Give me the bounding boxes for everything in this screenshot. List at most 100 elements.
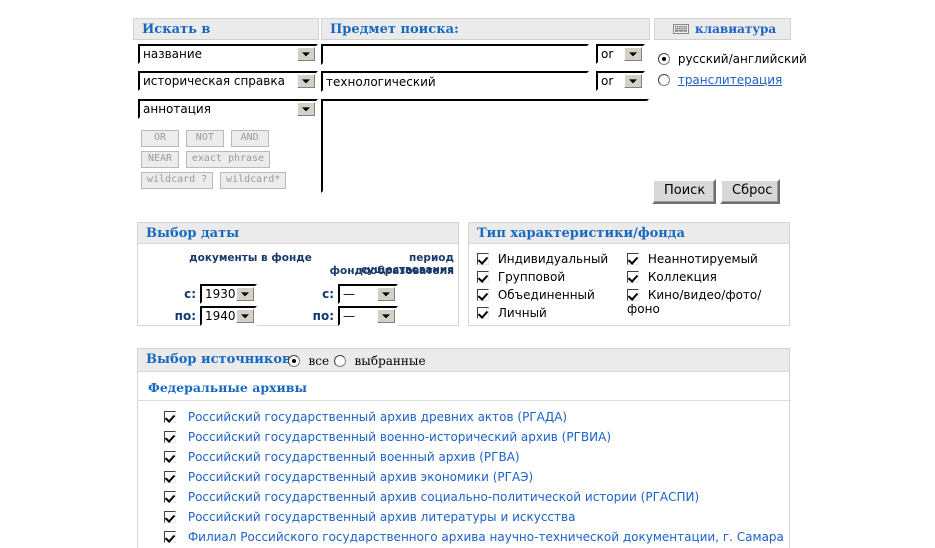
date-from-value-founder: — <box>343 287 355 301</box>
archive-item-7[interactable]: Филиал Российского государственного архи… <box>164 530 784 544</box>
chevron-down-icon[interactable] <box>297 102 315 116</box>
operator-button-near[interactable]: NEAR <box>141 151 179 168</box>
checkbox-unannotated[interactable] <box>627 253 639 265</box>
language-option-translit[interactable]: транслитерация <box>658 73 782 87</box>
operator-button-or[interactable]: OR <box>141 130 179 147</box>
operator-select-1[interactable]: or <box>596 44 645 64</box>
type-option-unannotated-label: Неаннотируемый <box>647 252 758 266</box>
archive-item-3[interactable]: Российский государственный военный архив… <box>164 450 520 464</box>
radio-russian-english[interactable] <box>658 53 670 65</box>
chevron-down-icon[interactable] <box>624 47 642 61</box>
date-group-2-to-label: по: <box>312 309 334 323</box>
date-group-2-caption-line1: период существования <box>360 252 454 276</box>
checkbox-individual[interactable] <box>477 253 489 265</box>
type-option-personal-label: Личный <box>497 306 547 320</box>
checkbox-collection[interactable] <box>627 271 639 283</box>
archive-item-2[interactable]: Российский государственный военно-истори… <box>164 430 611 444</box>
archive-item-3-label[interactable]: Российский государственный военный архив… <box>187 450 520 464</box>
field-select-3[interactable]: аннотация <box>138 99 318 119</box>
type-panel-title: Тип характеристики/фонда <box>469 223 789 244</box>
chevron-down-icon[interactable] <box>236 309 254 323</box>
scope-option-all[interactable]: все <box>288 354 329 369</box>
radio-scope-all[interactable] <box>288 355 300 367</box>
field-select-1[interactable]: название <box>138 44 318 64</box>
date-group-2-caption-line2: фондообразователя <box>329 265 454 277</box>
archive-item-7-label[interactable]: Филиал Российского государственного архи… <box>187 530 784 544</box>
date-group-2-from-label: с: <box>322 287 334 301</box>
checkbox-group[interactable] <box>477 271 489 283</box>
sources-panel-header: Выбор источников: все выбранные <box>138 349 789 372</box>
type-option-media[interactable]: Кино/видео/фото/фоно <box>627 288 789 316</box>
archive-item-4[interactable]: Российский государственный архив экономи… <box>164 470 533 484</box>
search-button[interactable]: Поиск <box>652 179 716 204</box>
scope-option-selected[interactable]: выбранные <box>334 354 426 369</box>
archive-item-6-label[interactable]: Российский государственный архив литерат… <box>187 510 576 524</box>
reset-button[interactable]: Сброс <box>720 179 780 204</box>
checkbox-archive-2[interactable] <box>164 431 176 443</box>
query-textarea-3[interactable] <box>321 99 649 193</box>
language-option-translit-label[interactable]: транслитерация <box>677 73 783 87</box>
type-option-individual[interactable]: Индивидуальный <box>477 252 608 266</box>
query-input-1[interactable] <box>321 44 589 65</box>
archive-item-5-label[interactable]: Российский государственный архив социаль… <box>187 490 700 504</box>
operator-select-1-value: or <box>601 47 614 61</box>
radio-translit[interactable] <box>658 74 670 86</box>
keyboard-link[interactable]: клавиатура <box>695 22 777 36</box>
archive-item-1[interactable]: Российский государственный архив древних… <box>164 410 567 424</box>
operator-button-not[interactable]: NOT <box>185 130 224 147</box>
chevron-down-icon[interactable] <box>377 287 395 301</box>
type-option-group-label: Групповой <box>497 270 566 284</box>
checkbox-archive-4[interactable] <box>164 471 176 483</box>
date-from-select-founder[interactable]: — <box>338 284 398 304</box>
chevron-down-icon[interactable] <box>624 74 642 88</box>
archive-item-4-label[interactable]: Российский государственный архив экономи… <box>187 470 534 484</box>
checkbox-archive-6[interactable] <box>164 511 176 523</box>
sources-group-title: Федеральные архивы <box>148 380 307 395</box>
date-from-value-documents: 1930 <box>205 287 236 301</box>
checkbox-archive-3[interactable] <box>164 451 176 463</box>
archive-item-1-label[interactable]: Российский государственный архив древних… <box>187 410 568 424</box>
type-option-united-label: Объединенный <box>497 288 595 302</box>
date-to-value-founder: — <box>343 309 355 323</box>
operator-button-wildcard-star[interactable]: wildcard* <box>220 172 287 189</box>
type-option-unannotated[interactable]: Неаннотируемый <box>627 252 758 266</box>
checkbox-archive-1[interactable] <box>164 411 176 423</box>
operator-select-2-value: or <box>601 74 614 88</box>
type-option-group[interactable]: Групповой <box>477 270 565 284</box>
type-option-personal[interactable]: Личный <box>477 306 547 320</box>
archive-item-6[interactable]: Российский государственный архив литерат… <box>164 510 575 524</box>
chevron-down-icon[interactable] <box>377 309 395 323</box>
chevron-down-icon[interactable] <box>297 74 315 88</box>
type-panel: Тип характеристики/фонда Индивидуальный … <box>468 222 790 326</box>
archive-item-2-label[interactable]: Российский государственный военно-истори… <box>187 430 612 444</box>
checkbox-united[interactable] <box>477 289 489 301</box>
radio-scope-selected[interactable] <box>334 355 346 367</box>
date-to-select-documents[interactable]: 1940 <box>200 306 257 326</box>
date-group-1-to-label: по: <box>174 309 196 323</box>
language-option-russian-english[interactable]: русский/английский <box>658 52 807 66</box>
type-option-collection[interactable]: Коллекция <box>627 270 717 284</box>
date-from-select-documents[interactable]: 1930 <box>200 284 257 304</box>
checkbox-personal[interactable] <box>477 307 489 319</box>
operator-button-and[interactable]: AND <box>230 130 269 147</box>
operator-button-exact-phrase[interactable]: exact phrase <box>185 151 271 168</box>
field-select-3-value: аннотация <box>143 102 211 116</box>
field-select-2[interactable]: историческая справка <box>138 71 318 91</box>
chevron-down-icon[interactable] <box>236 287 254 301</box>
chevron-down-icon[interactable] <box>297 47 315 61</box>
column-header-field: Искать в <box>133 18 319 40</box>
checkbox-archive-7[interactable] <box>164 531 176 543</box>
type-option-united[interactable]: Объединенный <box>477 288 595 302</box>
date-to-select-founder[interactable]: — <box>338 306 398 326</box>
type-option-collection-label: Коллекция <box>647 270 717 284</box>
operator-button-wildcard-question[interactable]: wildcard ? <box>141 172 214 189</box>
checkbox-media[interactable] <box>627 289 639 301</box>
field-select-1-value: название <box>143 47 203 61</box>
archive-item-5[interactable]: Российский государственный архив социаль… <box>164 490 699 504</box>
checkbox-archive-5[interactable] <box>164 491 176 503</box>
query-input-2[interactable]: технологический <box>321 71 589 92</box>
operator-select-2[interactable]: or <box>596 71 645 91</box>
field-select-2-value: историческая справка <box>143 74 285 88</box>
type-option-media-label: Кино/видео/фото/фоно <box>627 288 762 316</box>
